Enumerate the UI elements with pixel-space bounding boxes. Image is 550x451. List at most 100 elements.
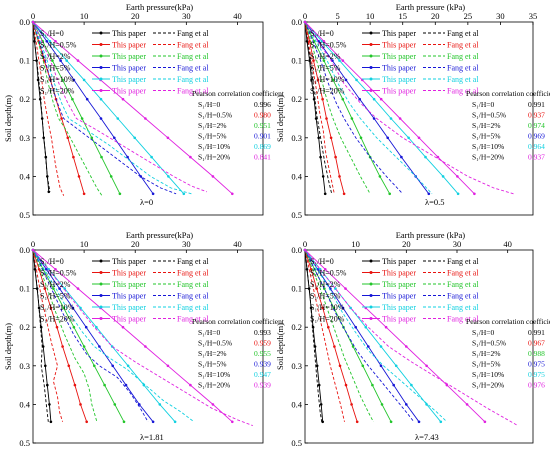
x-tick-label: 10 [366,11,375,21]
data-point [358,97,362,101]
chart-panel-1: 0 10 20 30 40 0.0 0.1 0.2 0.3 0.4 0.5 Earth pressur… [3,2,285,220]
series-line-1-this-paper [32,249,52,422]
data-point [456,192,460,196]
data-point [417,420,421,424]
data-point [321,97,324,101]
data-point [350,403,353,406]
series-line-4-fang [304,21,404,195]
pearson-series-label: S₁/H=0.5% [472,339,506,348]
pearson-value: 0.964 [528,142,545,151]
legend-series-label: S₁/H=0.5% [40,269,77,278]
series-line-6-this-paper [32,249,233,423]
data-point [341,306,345,310]
data-point [151,420,155,424]
pearson-value: 0.955 [254,349,271,358]
series-line-5-fang [304,21,433,195]
legend-marker [369,31,373,35]
legend-marker [99,66,103,69]
legend-marker [99,43,103,46]
data-point [361,364,365,368]
y-tick-label: 0.5 [19,438,30,448]
data-point [54,40,57,43]
x-tick-label: 0 [31,11,35,21]
pearson-value: 0.991 [528,328,545,337]
series-line-6-this-paper [304,21,475,195]
data-point [354,325,358,329]
y-axis-label: Soil depth(m) [3,323,13,370]
legend-method-label: This paper [112,52,146,61]
legend-series-label: S₁/H=5% [40,292,71,301]
x-tick-label: 30 [453,239,462,249]
data-point [46,383,49,387]
y-tick-label: 0.2 [291,94,302,104]
pearson-series-label: S₁/H=0 [198,328,221,337]
legend-method-label: Fang et al [447,87,479,96]
data-point [158,403,162,406]
data-point [121,325,125,329]
data-point [72,325,76,329]
series-line-4-fang [32,249,149,423]
pearson-series-label: S₁/H=0 [472,100,495,109]
y-tick-label: 0.4 [19,171,30,181]
pearson-value: 0.967 [528,339,545,348]
data-point [483,420,487,424]
pearson-series-label: S₁/H=2% [472,121,501,130]
legend-marker [99,31,103,35]
data-point [43,287,47,290]
data-point [456,175,459,178]
data-point [72,155,75,159]
pearson-series-label: S₁/H=2% [198,121,227,130]
legend-method-label: This paper [112,315,146,324]
legend-method-label: This paper [382,41,416,50]
data-point [76,59,80,62]
chart-panel-4: 0 10 20 30 40 0.0 0.1 0.2 0.3 0.4 0.5 Earth pressur… [275,230,550,448]
data-point [85,97,89,101]
series-line-6-fang [304,21,514,195]
legend-marker [99,317,103,320]
x-tick-label: 5 [335,11,339,21]
data-point [55,325,59,329]
data-point [76,287,80,290]
series-line-1-fang [304,21,333,194]
data-point [312,59,315,62]
legend-series-label: S₁/H=2% [40,280,71,289]
series-line-1-this-paper [304,249,324,422]
pearson-series-label: S₁/H=0.5% [472,111,506,120]
pearson-title: Pearson correlation coefficient [466,317,550,326]
data-point [410,383,413,387]
legend-method-label: Fang et al [177,64,209,73]
data-point [126,364,130,368]
legend-method-label: Fang et al [447,29,479,38]
legend-method-label: This paper [382,75,416,84]
data-point [65,59,68,62]
chart-panel-3: 0 10 20 30 40 0.0 0.1 0.2 0.3 0.4 0.5 Earth pressur… [3,230,285,448]
series-line-2-fang [304,21,335,194]
legend-method-label: This paper [382,269,416,278]
x-tick-label: 30 [182,239,191,249]
data-point [310,78,313,82]
pearson-series-label: S₁/H=5% [198,132,227,141]
y-tick-label: 0.4 [291,171,302,181]
y-tick-label: 0.2 [19,94,30,104]
data-point [58,287,61,290]
series-line-1-this-paper [304,21,326,194]
data-point [325,117,328,120]
data-point [394,364,398,368]
legend-series-label: S₁/H=2% [310,52,341,61]
data-point [79,306,82,310]
pearson-value: 0.996 [254,100,271,109]
pearson-series-label: S₁/H=10% [472,142,504,151]
data-point [378,175,382,178]
y-tick-label: 0.1 [291,284,302,294]
series-line-3-this-paper [304,21,391,195]
legend-method-label: This paper [112,64,146,73]
legend-series-label: S₁/H=0 [40,257,64,266]
pearson-series-label: S₁/H=5% [472,132,501,141]
legend-method-label: Fang et al [447,315,479,324]
pearson-value: 0.988 [528,349,545,358]
legend-method-label: Fang et al [447,52,479,61]
legend-series-label: S₁/H=20% [310,315,345,324]
data-point [144,117,147,120]
x-tick-label: 0 [303,11,307,21]
pearson-value: 0.959 [254,339,271,348]
